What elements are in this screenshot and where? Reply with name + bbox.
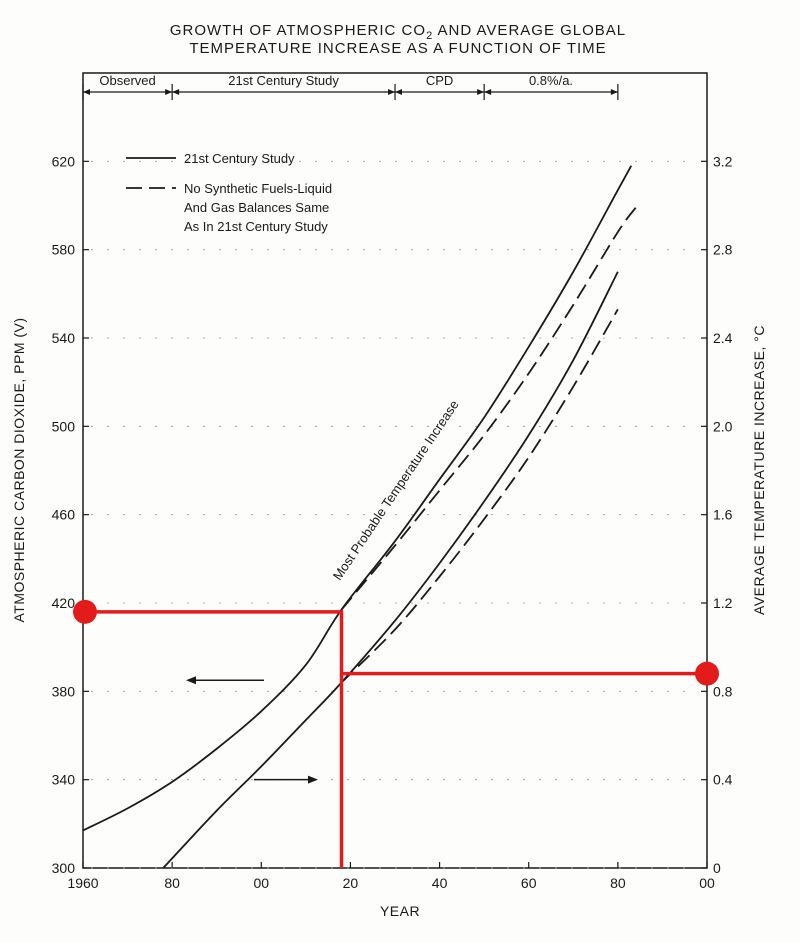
y-axis-right-label: AVERAGE TEMPERATURE INCREASE, °C: [751, 325, 767, 615]
y-right-tick-label: 0.8: [713, 683, 733, 699]
y-axis-left: 300 340 380 420 460 500 540 580 620: [52, 153, 89, 876]
y-left-tick-label: 580: [52, 242, 76, 258]
series-co2-solid-line: [82, 165, 633, 832]
x-tick-label: 80: [164, 875, 180, 891]
y-right-tick-label: 0.4: [713, 772, 733, 788]
period-arrow-right: [610, 89, 618, 95]
period-arrow-right: [477, 89, 485, 95]
y-right-tick-label: 1.6: [713, 507, 733, 523]
grid-dashes: [91, 160, 699, 869]
y-left-tick-label: 620: [52, 153, 76, 169]
plot-frame: [82, 72, 708, 869]
x-tick-label: 20: [343, 875, 359, 891]
y-axis-left-label: ATMOSPHERIC CARBON DIOXIDE, PPM (V): [11, 317, 27, 622]
period-arrow-left: [83, 89, 90, 95]
x-axis: 1960 80 00 20 40 60 80 00: [67, 862, 715, 891]
y-right-tick-label: 2.8: [713, 242, 733, 258]
chart-title-line1: GROWTH OF ATMOSPHERIC CO2 AND AVERAGE GL…: [170, 22, 626, 42]
y-left-tick-label: 500: [52, 418, 76, 434]
period-arrow-left: [484, 89, 492, 95]
annotation-most-probable: Most Probable Temperature Increase: [330, 397, 462, 583]
y-right-tick-label: 2.0: [713, 418, 733, 434]
legend: 21st Century Study No Synthetic Fuels-Liq…: [126, 151, 332, 234]
y-axis-right: 0 0.4 0.8 1.2 1.6 2.0 2.4 2.8 3.2: [701, 153, 733, 876]
period-label: CPD: [426, 73, 453, 88]
period-bar: Observed 21st Century Study CPD 0.8%/a.: [82, 73, 619, 100]
x-tick-label: 40: [432, 875, 448, 891]
highlight-co2-dot: [73, 599, 97, 624]
x-tick-label: 80: [610, 875, 626, 891]
y-left-tick-label: 340: [52, 772, 76, 788]
legend-label: No Synthetic Fuels-Liquid: [184, 181, 332, 196]
period-arrow-right: [165, 89, 173, 95]
series-group: [82, 165, 637, 869]
highlight-temperature-dot: [695, 661, 719, 686]
series-temperature-solid-line: [162, 271, 619, 869]
y-left-tick-label: 300: [52, 860, 76, 876]
arrow-head-left: [186, 676, 196, 685]
legend-label: 21st Century Study: [184, 151, 295, 166]
y-right-tick-label: 0: [713, 860, 721, 876]
highlight-markers: [73, 599, 719, 868]
y-right-tick-label: 2.4: [713, 330, 733, 346]
legend-label: As In 21st Century Study: [184, 219, 328, 234]
chart-title-line2: TEMPERATURE INCREASE AS A FUNCTION OF TI…: [189, 40, 606, 57]
x-tick-label: 60: [521, 875, 537, 891]
period-label: 21st Century Study: [228, 73, 339, 88]
series-temperature-dashed-line: [340, 308, 619, 684]
period-arrow-left: [395, 89, 402, 95]
highlight-co2-line: [83, 610, 344, 868]
arrow-head-right: [308, 775, 318, 784]
axis-arrows: [186, 676, 318, 784]
y-left-tick-label: 460: [52, 507, 76, 523]
y-right-tick-label: 1.2: [713, 595, 733, 611]
y-left-tick-label: 380: [52, 683, 76, 699]
period-label: 0.8%/a.: [529, 73, 573, 88]
x-axis-label: YEAR: [380, 903, 420, 919]
period-arrow-left: [172, 89, 180, 95]
legend-label: And Gas Balances Same: [184, 200, 329, 215]
x-tick-label: 00: [699, 875, 715, 891]
x-tick-label: 1960: [67, 875, 98, 891]
period-label: Observed: [99, 73, 155, 88]
y-left-tick-label: 420: [52, 595, 76, 611]
y-right-tick-label: 3.2: [713, 153, 733, 169]
x-tick-label: 00: [253, 875, 269, 891]
y-left-tick-label: 540: [52, 330, 76, 346]
period-arrow-right: [388, 89, 395, 95]
series-co2-dashed-line: [340, 207, 637, 611]
